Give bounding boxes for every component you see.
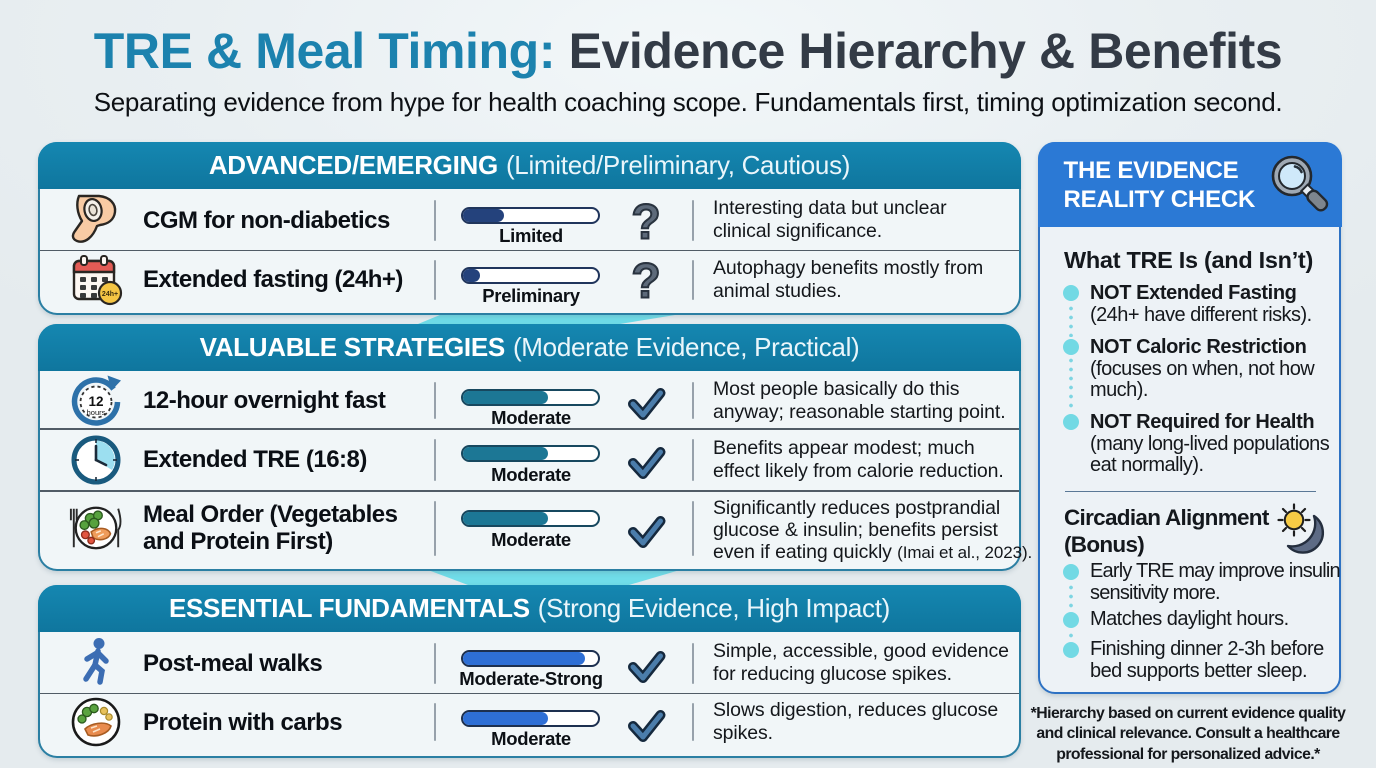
svg-text:hours: hours bbox=[87, 408, 106, 417]
svg-text:12: 12 bbox=[88, 394, 103, 409]
svg-text:24h+: 24h+ bbox=[102, 291, 118, 298]
